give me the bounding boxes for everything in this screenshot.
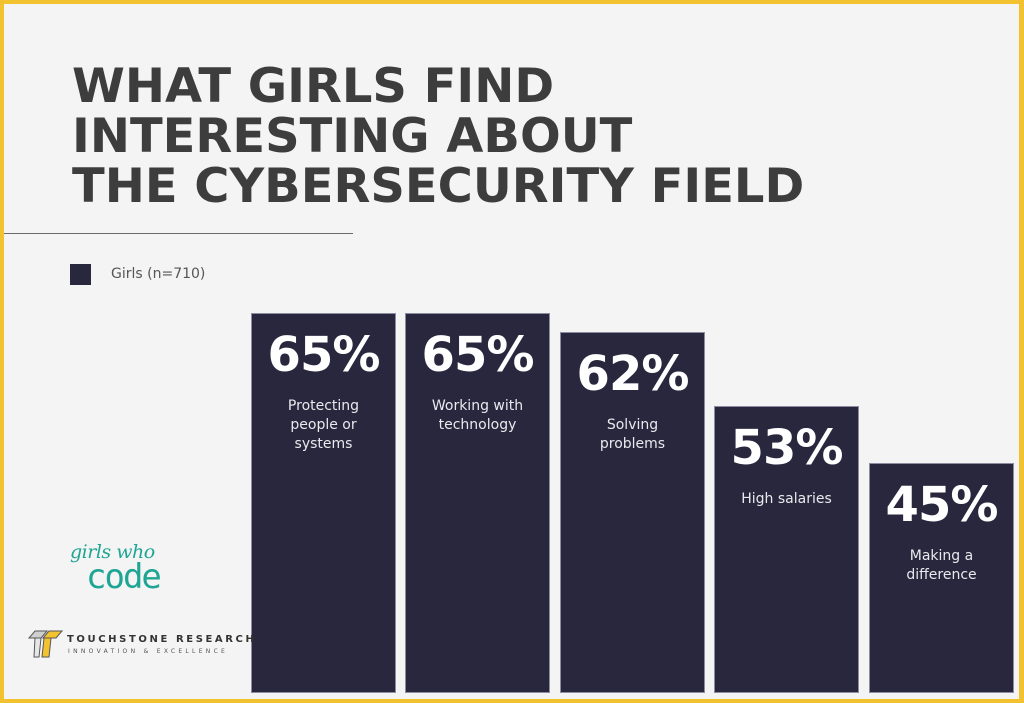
legend: Girls (n=710)	[70, 263, 205, 285]
bar-value: 53%	[730, 420, 844, 476]
bar-label: Protecting people or systems	[287, 398, 360, 452]
bar-label: Working with technology	[431, 398, 524, 433]
infographic-canvas: WHAT GIRLS FIND INTERESTING ABOUT THE CY…	[4, 4, 1019, 699]
bar-value: 65%	[267, 327, 381, 383]
bar-salaries: 53% High salaries	[714, 406, 859, 693]
bar-value: 45%	[885, 477, 999, 533]
title-line-2: INTERESTING ABOUT	[72, 109, 633, 164]
bar-label: Solving problems	[599, 417, 666, 452]
bar-value: 65%	[421, 327, 535, 383]
gwc-code-text: code	[86, 557, 162, 597]
gwc-script-text: girls who	[70, 541, 155, 563]
bar-protecting: 65% Protecting people or systems	[251, 313, 396, 693]
title-line-1: WHAT GIRLS FIND	[72, 59, 555, 114]
legend-swatch	[70, 263, 91, 285]
legend-label: Girls (n=710)	[111, 266, 206, 282]
touchstone-t-icon	[27, 630, 63, 658]
touchstone-name: TOUCHSTONE RESEARCH	[67, 634, 257, 645]
title-divider	[4, 233, 353, 234]
bar-difference: 45% Making a difference	[869, 463, 1014, 693]
bar-problems: 62% Solving problems	[560, 332, 705, 693]
bar-label: Making a difference	[906, 548, 977, 583]
title-line-3: THE CYBERSECURITY FIELD	[72, 159, 805, 214]
bar-value: 62%	[576, 346, 690, 402]
touchstone-research-logo: TOUCHSTONE RESEARCH INNOVATION & EXCELLE…	[27, 630, 254, 662]
bar-label: High salaries	[741, 491, 832, 507]
girls-who-code-logo: girls who code	[68, 541, 198, 597]
touchstone-tagline: INNOVATION & EXCELLENCE	[68, 648, 229, 655]
bar-technology: 65% Working with technology	[405, 313, 550, 693]
chart-title: WHAT GIRLS FIND INTERESTING ABOUT THE CY…	[72, 62, 804, 212]
